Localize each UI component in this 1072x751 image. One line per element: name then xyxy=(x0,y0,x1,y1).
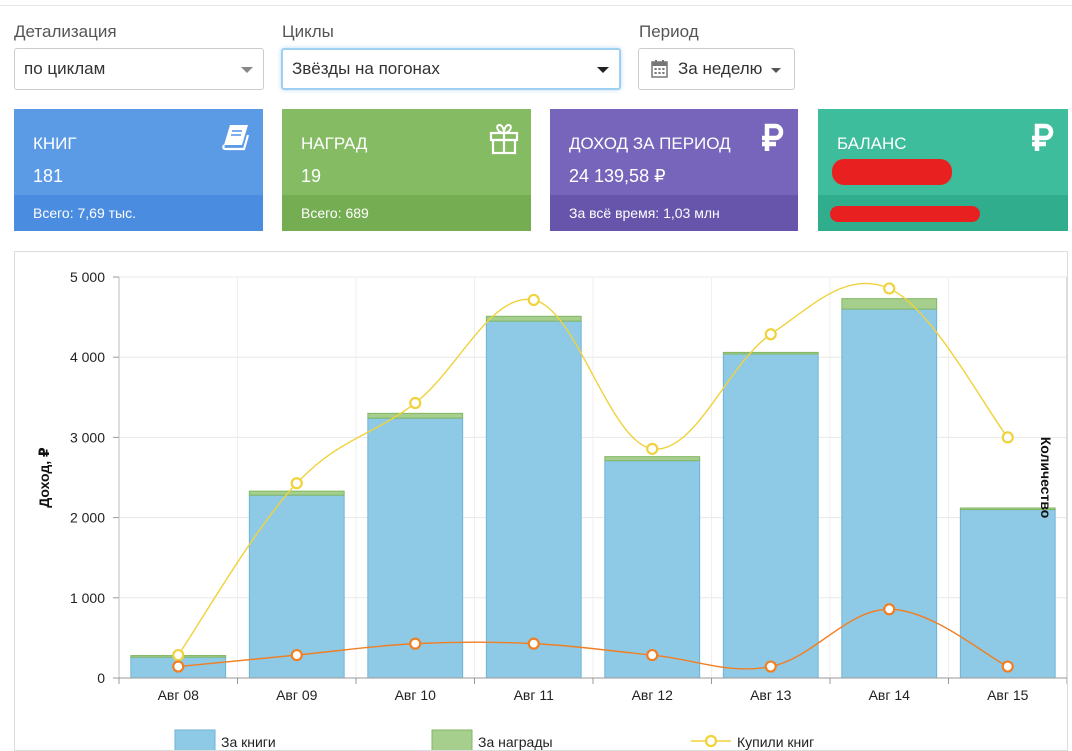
y-tick-label: 1 000 xyxy=(70,590,105,606)
books-bought-line xyxy=(177,282,1009,656)
chevron-down-icon xyxy=(597,67,609,73)
legend-label: Купили книг xyxy=(737,734,814,750)
top-divider xyxy=(0,5,1072,6)
bar-books xyxy=(959,509,1056,679)
redaction-mark xyxy=(830,206,980,222)
books-bought-point xyxy=(883,282,896,295)
bar-books xyxy=(722,353,819,679)
ruble-icon xyxy=(1032,123,1054,151)
income-card-title: Доход за период xyxy=(569,134,731,153)
x-tick-label: Авг 08 xyxy=(158,687,200,703)
awards-received-point xyxy=(1001,660,1014,673)
books-bought-point xyxy=(290,477,303,490)
books-bought-point xyxy=(172,648,185,662)
books-bought-point xyxy=(646,442,659,455)
bar-books xyxy=(248,494,345,679)
redaction-mark xyxy=(832,159,952,185)
y-tick-label: 4 000 xyxy=(70,349,105,365)
bar-books xyxy=(604,460,701,679)
y-axis-title: Доход, ₽ xyxy=(36,447,52,508)
x-tick-label: Авг 13 xyxy=(750,687,792,703)
awards-received-point xyxy=(764,660,777,673)
awards-received-point xyxy=(646,648,659,662)
bar-awards xyxy=(722,351,819,355)
detail-select[interactable]: по циклам xyxy=(14,48,264,90)
cycles-select-value: Звёзды на погонах xyxy=(292,59,440,78)
books-card-title: Книг xyxy=(33,134,77,153)
books-bought-point xyxy=(527,293,540,307)
x-tick-label: Авг 09 xyxy=(276,687,318,703)
y-tick-label: 2 000 xyxy=(70,510,105,526)
balance-card: Баланс xyxy=(818,109,1068,231)
y-tick-label: 0 xyxy=(97,670,105,686)
awards-received-point xyxy=(172,660,185,673)
book-icon xyxy=(222,125,250,151)
bar-awards xyxy=(841,298,938,310)
income-card-footer: За всё время: 1,03 млн xyxy=(550,195,798,231)
legend-swatch xyxy=(174,729,216,750)
awards-received-point xyxy=(883,603,896,616)
books-card-value: 181 xyxy=(33,166,64,186)
awards-received-point xyxy=(527,637,540,650)
cycles-label: Циклы xyxy=(282,22,334,41)
x-tick-label: Авг 12 xyxy=(632,687,674,703)
books-bought-point xyxy=(764,328,777,341)
chevron-down-icon xyxy=(241,67,253,73)
awards-received-line xyxy=(178,608,1009,670)
chevron-down-icon xyxy=(771,68,781,73)
books-card: Книг 181 Всего: 7,69 тыс. xyxy=(14,109,263,231)
balance-card-title: Баланс xyxy=(837,134,907,153)
awards-card-title: Наград xyxy=(301,134,368,153)
detail-select-value: по циклам xyxy=(24,59,106,78)
detail-label: Детализация xyxy=(14,22,117,41)
awards-received-point xyxy=(409,637,422,650)
income-card: Доход за период 24 139,58 ₽ За всё время… xyxy=(550,109,798,231)
period-select[interactable]: За неделю xyxy=(638,48,795,90)
awards-card-value: 19 xyxy=(301,166,322,186)
awards-received-point xyxy=(290,648,303,662)
legend-swatch xyxy=(431,729,473,750)
x-tick-label: Авг 10 xyxy=(395,687,437,703)
legend-swatch-point xyxy=(704,734,718,748)
x-tick-label: Авг 11 xyxy=(514,687,555,703)
chart-bars xyxy=(130,298,1056,679)
y-tick-label: 3 000 xyxy=(70,429,105,445)
x-tick-label: Авг 14 xyxy=(869,687,911,703)
chart-lines xyxy=(172,282,1014,673)
books-bought-point xyxy=(409,396,422,410)
calendar-icon xyxy=(651,60,668,78)
bar-books xyxy=(485,320,582,679)
bar-awards xyxy=(485,315,582,322)
bar-books xyxy=(841,308,938,679)
chart-legend: За книги За награды Купили книг xyxy=(174,729,814,750)
y-tick-label: 5 000 xyxy=(70,269,105,285)
legend-label: За книги xyxy=(221,734,276,750)
bar-awards xyxy=(248,490,345,496)
bar-awards xyxy=(604,456,701,462)
gift-icon xyxy=(489,123,519,155)
awards-card: Наград 19 Всего: 689 xyxy=(282,109,531,231)
period-select-value: За неделю xyxy=(678,59,763,78)
books-bought-point xyxy=(1001,431,1014,444)
books-card-footer: Всего: 7,69 тыс. xyxy=(14,195,263,231)
ruble-icon xyxy=(762,123,784,151)
awards-card-footer: Всего: 689 xyxy=(282,195,531,231)
bar-awards xyxy=(959,507,1056,511)
bar-awards xyxy=(367,412,464,419)
y2-axis-title: Количество xyxy=(1038,437,1054,519)
period-label: Период xyxy=(639,22,699,41)
x-tick-label: Авг 15 xyxy=(987,687,1029,703)
legend-label: За награды xyxy=(478,734,553,750)
cycles-select[interactable]: Звёзды на погонах xyxy=(281,48,621,90)
income-card-value: 24 139,58 ₽ xyxy=(569,166,666,186)
